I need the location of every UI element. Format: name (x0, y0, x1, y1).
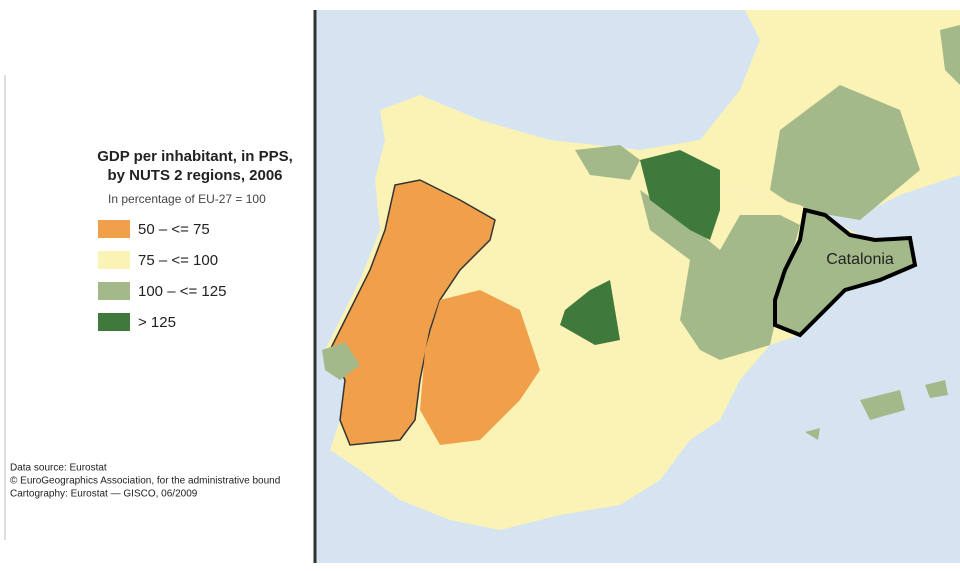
catalonia (773, 207, 918, 338)
aragon (640, 190, 800, 360)
basque-navarra (640, 150, 720, 240)
source: Data source: Eurostat (10, 463, 107, 474)
region-label: Catalonia (826, 251, 894, 268)
legend: 50 – <= 75 75 – <= 100 100 – <= 125 > 125 (98, 220, 226, 331)
madrid (560, 280, 620, 345)
legend-title: GDP per inhabitant, in PPS, (97, 148, 293, 165)
map: Catalonia (313, 10, 960, 563)
lisbon (322, 342, 360, 380)
legend-swatch (98, 251, 130, 269)
cantabria (575, 145, 640, 180)
island (860, 390, 905, 420)
legend-swatch (98, 220, 130, 238)
island (805, 428, 820, 440)
source: © EuroGeographics Association, for the a… (10, 476, 280, 487)
legend-label: 50 – <= 75 (138, 221, 210, 238)
legend-title: by NUTS 2 regions, 2006 (107, 167, 282, 184)
legend-label: 100 – <= 125 (138, 283, 226, 300)
source: Cartography: Eurostat — GISCO, 06/2009 (10, 489, 198, 500)
extremadura (420, 290, 540, 445)
legend-swatch (98, 313, 130, 331)
island (925, 380, 948, 398)
legend-label: 75 – <= 100 (138, 252, 218, 269)
portugal (329, 179, 496, 446)
legend-swatch (98, 282, 130, 300)
legend-subtitle: In percentage of EU-27 = 100 (108, 192, 266, 206)
france-region (770, 85, 920, 220)
france-region (940, 25, 960, 85)
legend-label: > 125 (138, 314, 176, 331)
